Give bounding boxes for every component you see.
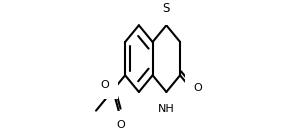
Text: O: O (101, 80, 109, 90)
Text: NH: NH (158, 104, 175, 114)
Text: O: O (116, 120, 125, 130)
Text: S: S (163, 2, 170, 15)
Text: O: O (194, 83, 202, 93)
